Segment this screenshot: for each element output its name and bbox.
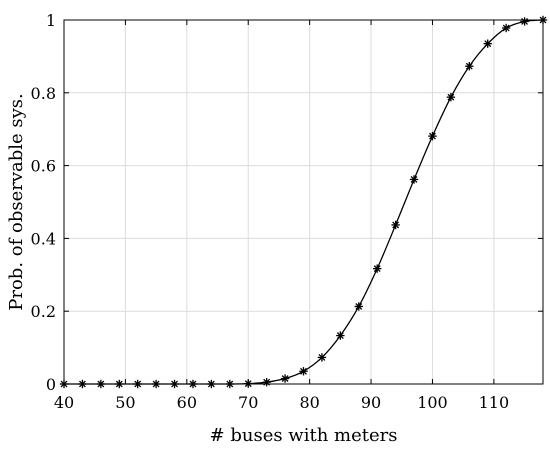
x-tick-label: 80 bbox=[299, 393, 319, 412]
data-point bbox=[372, 264, 382, 273]
x-tick-label: 110 bbox=[479, 393, 510, 412]
y-tick-label: 0.8 bbox=[31, 84, 56, 103]
series-line bbox=[63, 19, 544, 385]
x-tick-label: 90 bbox=[361, 393, 381, 412]
data-point bbox=[299, 367, 308, 376]
plot-area bbox=[59, 15, 548, 389]
data-point bbox=[501, 23, 511, 33]
data-point bbox=[354, 302, 363, 311]
y-tick-label: 0.4 bbox=[31, 229, 56, 248]
data-point bbox=[336, 331, 345, 340]
x-tick-label: 60 bbox=[177, 393, 197, 412]
data-point bbox=[391, 220, 400, 230]
data-point bbox=[262, 377, 271, 387]
y-tick-label: 1 bbox=[46, 11, 56, 30]
x-tick-label: 50 bbox=[115, 393, 135, 412]
x-tick-label: 70 bbox=[238, 393, 258, 412]
ticks bbox=[63, 19, 543, 385]
data-point bbox=[317, 353, 327, 362]
y-tick-label: 0 bbox=[46, 375, 56, 394]
data-point bbox=[446, 92, 456, 102]
x-axis-label: # buses with meters bbox=[210, 425, 398, 446]
data-point bbox=[280, 374, 290, 383]
y-tick-label: 0.6 bbox=[31, 157, 56, 176]
data-point bbox=[520, 17, 529, 26]
axes-frame bbox=[63, 19, 544, 385]
data-point bbox=[465, 62, 474, 71]
x-tick-label: 100 bbox=[417, 393, 448, 412]
x-tick-labels: 40 50 60 70 80 90 100 110 bbox=[54, 393, 509, 412]
data-point bbox=[409, 175, 419, 184]
x-tick-label: 40 bbox=[54, 393, 74, 412]
grid bbox=[63, 19, 543, 385]
y-tick-label: 0.2 bbox=[31, 302, 56, 321]
data-point bbox=[483, 39, 492, 48]
data-point bbox=[428, 131, 437, 141]
y-axis-label: Prob. of observable sys. bbox=[6, 93, 27, 311]
y-tick-labels: 0 0.2 0.4 0.6 0.8 1 bbox=[31, 11, 56, 394]
